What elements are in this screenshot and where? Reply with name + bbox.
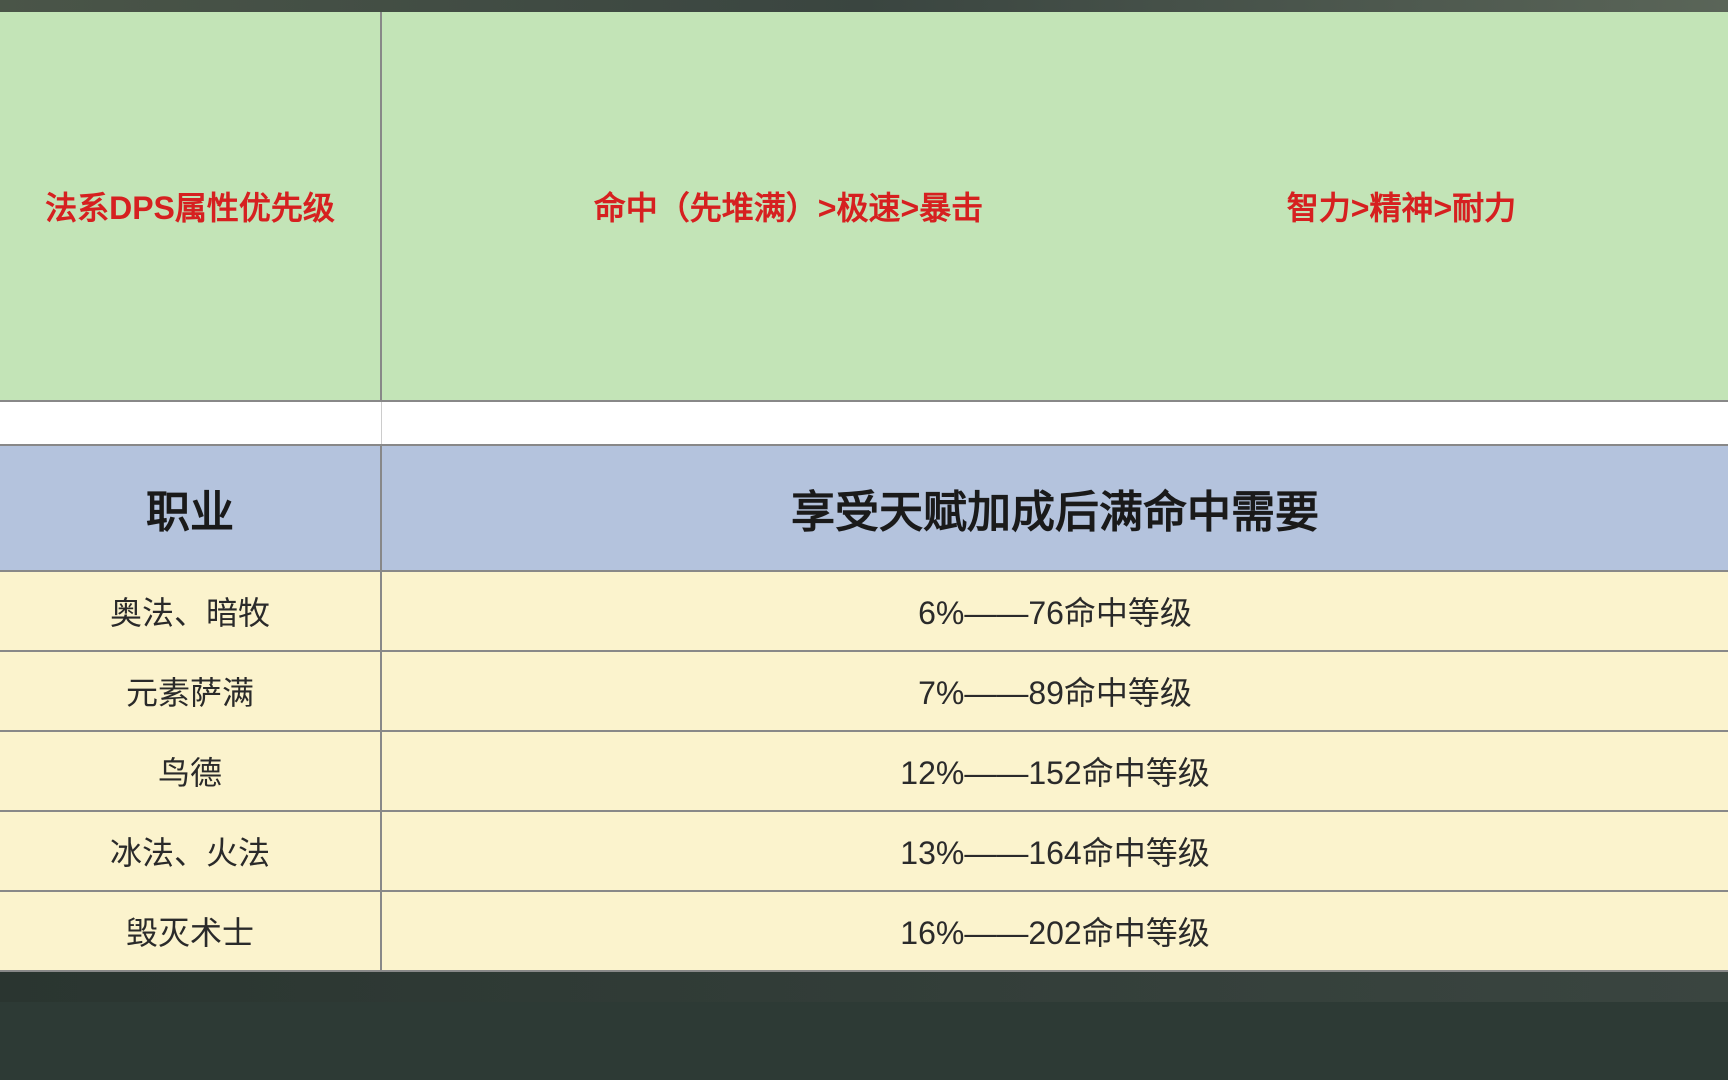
gap-left — [0, 402, 382, 444]
header-class-column: 职业 — [0, 446, 382, 570]
priority-left-cell: 法系DPS属性优先级 — [0, 12, 382, 400]
table-row: 奥法、暗牧 6%——76命中等级 — [0, 572, 1728, 652]
row-requirement-cell: 16%——202命中等级 — [382, 892, 1728, 970]
bottom-strip — [0, 972, 1728, 1002]
table-row: 冰法、火法 13%——164命中等级 — [0, 812, 1728, 892]
priority-left-label: 法系DPS属性优先级 — [45, 183, 335, 229]
hit-rating-table: 职业 享受天赋加成后满命中需要 奥法、暗牧 6%——76命中等级 元素萨满 7%… — [0, 444, 1728, 972]
row-requirement-cell: 6%——76命中等级 — [382, 572, 1728, 650]
row-requirement-cell: 13%——164命中等级 — [382, 812, 1728, 890]
row-requirement-cell: 12%——152命中等级 — [382, 732, 1728, 810]
priority-section: 法系DPS属性优先级 命中（先堆满）>极速>暴击 智力>精神>耐力 — [0, 12, 1728, 402]
row-class-cell: 冰法、火法 — [0, 812, 382, 890]
top-strip — [0, 0, 1728, 12]
priority-right-text: 智力>精神>耐力 — [1287, 183, 1516, 229]
gap-section — [0, 402, 1728, 444]
priority-right-cell: 命中（先堆满）>极速>暴击 智力>精神>耐力 — [382, 12, 1728, 400]
row-class-cell: 鸟德 — [0, 732, 382, 810]
table-row: 鸟德 12%——152命中等级 — [0, 732, 1728, 812]
row-class-cell: 奥法、暗牧 — [0, 572, 382, 650]
table-row: 毁灭术士 16%——202命中等级 — [0, 892, 1728, 972]
row-class-cell: 元素萨满 — [0, 652, 382, 730]
main-container: 法系DPS属性优先级 命中（先堆满）>极速>暴击 智力>精神>耐力 职业 享受天… — [0, 0, 1728, 1080]
priority-middle-text: 命中（先堆满）>极速>暴击 — [594, 183, 983, 229]
table-row: 元素萨满 7%——89命中等级 — [0, 652, 1728, 732]
table-header-row: 职业 享受天赋加成后满命中需要 — [0, 444, 1728, 572]
row-requirement-cell: 7%——89命中等级 — [382, 652, 1728, 730]
row-class-cell: 毁灭术士 — [0, 892, 382, 970]
header-requirement-column: 享受天赋加成后满命中需要 — [382, 446, 1728, 570]
